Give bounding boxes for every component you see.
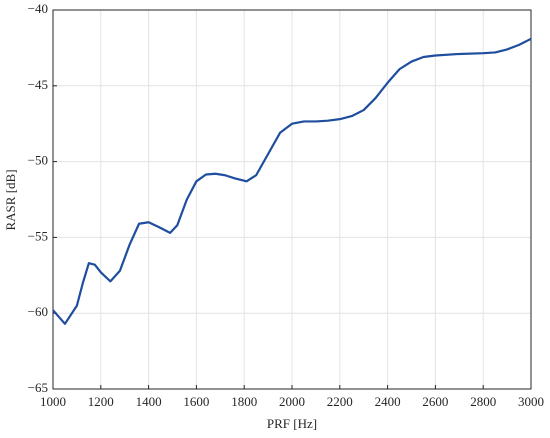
x-tick-label: 2800 bbox=[470, 394, 496, 409]
y-tick-label: −60 bbox=[28, 304, 48, 319]
x-tick-label: 2000 bbox=[279, 394, 305, 409]
x-axis-label: PRF [Hz] bbox=[267, 416, 317, 431]
x-tick-label: 1800 bbox=[231, 394, 257, 409]
x-tick-label: 1400 bbox=[136, 394, 162, 409]
y-tick-label: −45 bbox=[28, 77, 48, 92]
data-line bbox=[52, 37, 532, 325]
x-tick-label: 1000 bbox=[40, 394, 66, 409]
y-axis-label: RASR [dB] bbox=[3, 169, 18, 230]
plot-frame bbox=[52, 9, 532, 390]
x-tick-label: 2400 bbox=[375, 394, 401, 409]
y-tick-label: −55 bbox=[28, 228, 48, 243]
y-tick-label: −65 bbox=[28, 380, 48, 395]
y-tick-label: −40 bbox=[28, 1, 48, 16]
x-tick-label: 1600 bbox=[183, 394, 209, 409]
x-tick-label: 3000 bbox=[518, 394, 544, 409]
y-tick-label: −50 bbox=[28, 153, 48, 168]
x-tick-label: 2600 bbox=[422, 394, 448, 409]
x-tick-label: 1200 bbox=[88, 394, 114, 409]
x-tick-label: 2200 bbox=[327, 394, 353, 409]
